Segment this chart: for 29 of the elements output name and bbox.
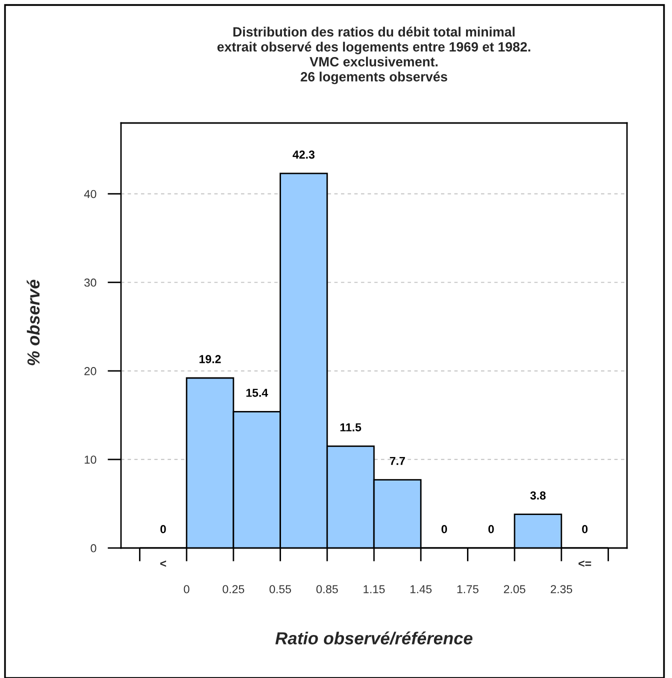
y-axis-title: % observé — [26, 280, 40, 366]
y-tick-label: 20 — [84, 367, 96, 376]
data-label: 11.5 — [340, 423, 362, 432]
y-tick-label: 0 — [90, 544, 96, 552]
data-label: 0 — [160, 525, 166, 534]
data-label: 15.4 — [246, 388, 268, 397]
data-label: 19.2 — [200, 355, 221, 364]
data-label: 7.7 — [390, 457, 405, 465]
y-tick-label: 30 — [84, 278, 96, 287]
text: 0 — [184, 585, 190, 594]
text: 1.45 — [410, 585, 432, 594]
text: 2.05 — [504, 585, 526, 594]
text: 1.75 — [457, 585, 478, 594]
text: 2.35 — [550, 585, 572, 594]
x-tick-label: < — [160, 560, 166, 567]
text: 1.15 — [364, 585, 385, 594]
chart-title: Distribution des ratios du débit total minimal extrait observé des logements entre 1969 et 1982. VMC exclusivement. 26 logements observés — [217, 26, 530, 84]
x-tick-label: <= — [578, 560, 592, 567]
text: 0.85 — [316, 585, 338, 594]
x-axis-title: Ratio observé/référence — [275, 632, 472, 645]
data-label: 0 — [582, 525, 588, 534]
data-label: 42.3 — [292, 150, 315, 159]
text: 0.25 — [222, 585, 244, 594]
y-tick-label: 40 — [84, 190, 96, 198]
data-label: 0 — [442, 525, 448, 534]
data-label: 3.8 — [530, 491, 546, 500]
y-tick-label: 10 — [84, 456, 96, 464]
text: 0.55 — [270, 585, 292, 594]
data-label: 0 — [488, 525, 494, 534]
